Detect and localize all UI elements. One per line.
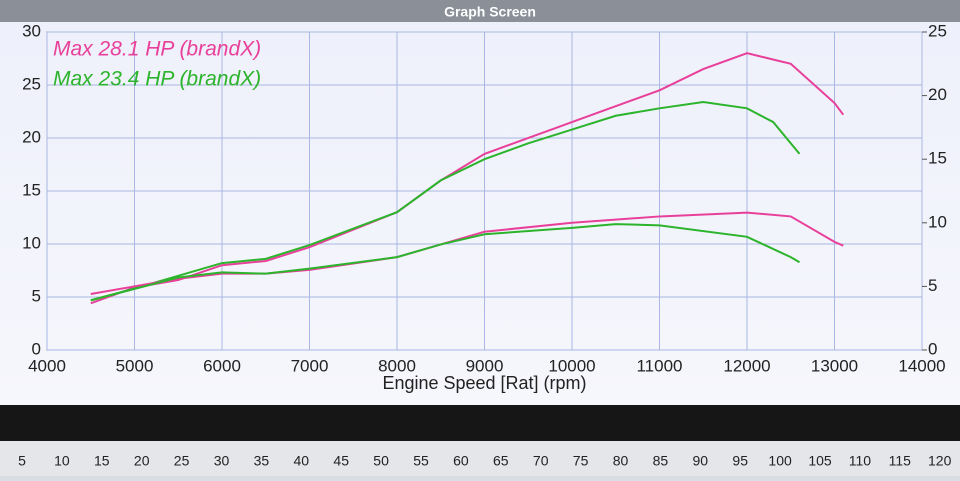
x-tick-label: 11000 <box>636 356 682 375</box>
y2-tick-label: 5 <box>928 276 937 295</box>
ruler-label: 20 <box>134 453 150 469</box>
legend-entry: Max 28.1 HP (brandX) <box>53 38 261 61</box>
title-bar <box>0 0 960 22</box>
data-line <box>90 52 845 305</box>
x-tick-label: 14000 <box>898 356 945 375</box>
ruler-label: 30 <box>214 453 230 469</box>
y-tick-label: 0 <box>32 339 41 358</box>
ruler-label: 25 <box>174 453 190 469</box>
ruler-label: 80 <box>613 453 629 469</box>
y2-tick-label: 0 <box>928 339 937 358</box>
ruler-label: 55 <box>413 453 429 469</box>
ruler-label: 70 <box>533 453 549 469</box>
ruler-label: 35 <box>254 453 270 469</box>
x-tick-label: 8000 <box>378 356 416 375</box>
ruler-label: 45 <box>333 453 349 469</box>
ruler-label: 85 <box>653 453 669 469</box>
x-tick-label: 7000 <box>291 356 329 375</box>
x-axis-label: Engine Speed [Rat] (rpm) <box>382 373 586 393</box>
y-tick-label: 15 <box>22 180 41 199</box>
dark-band <box>0 405 960 441</box>
ruler-label: 105 <box>808 453 832 469</box>
ruler-label: 60 <box>453 453 469 469</box>
ruler-label: 90 <box>693 453 709 469</box>
ruler-label: 65 <box>493 453 509 469</box>
window-title: Graph Screen <box>444 4 536 20</box>
ruler-label: 100 <box>768 453 792 469</box>
bottom-ruler <box>0 441 960 476</box>
chart-background <box>0 22 960 405</box>
y-tick-label: 10 <box>22 233 41 252</box>
y2-tick-label: 20 <box>928 85 947 104</box>
x-tick-label: 12000 <box>723 356 770 375</box>
y-tick-label: 25 <box>22 74 41 93</box>
ruler-label: 95 <box>732 453 748 469</box>
data-line <box>90 100 801 302</box>
y2-tick-label: 10 <box>928 212 947 231</box>
x-tick-label: 10000 <box>548 356 595 375</box>
ruler-label: 50 <box>373 453 389 469</box>
ruler-label: 75 <box>573 453 589 469</box>
y2-tick-label: 25 <box>928 21 947 40</box>
ruler-label: 115 <box>889 453 912 469</box>
x-tick-label: 6000 <box>203 356 241 375</box>
y-tick-label: 5 <box>32 286 41 305</box>
y2-tick-label: 15 <box>928 149 947 168</box>
x-tick-label: 13000 <box>811 356 858 375</box>
ruler-label: 110 <box>849 453 872 469</box>
ruler-label: 15 <box>94 453 110 469</box>
x-tick-label: 4000 <box>28 356 66 375</box>
ruler-label: 10 <box>54 453 70 469</box>
ruler-label: 40 <box>294 453 310 469</box>
ruler-label: 5 <box>18 453 26 469</box>
legend-entry: Max 23.4 HP (brandX) <box>53 68 261 91</box>
ruler-label: 120 <box>928 453 952 469</box>
x-tick-label: 9000 <box>466 356 504 375</box>
y-tick-label: 20 <box>22 127 41 146</box>
x-tick-label: 5000 <box>116 356 154 375</box>
data-line <box>90 223 801 302</box>
y-tick-label: 30 <box>22 21 41 40</box>
